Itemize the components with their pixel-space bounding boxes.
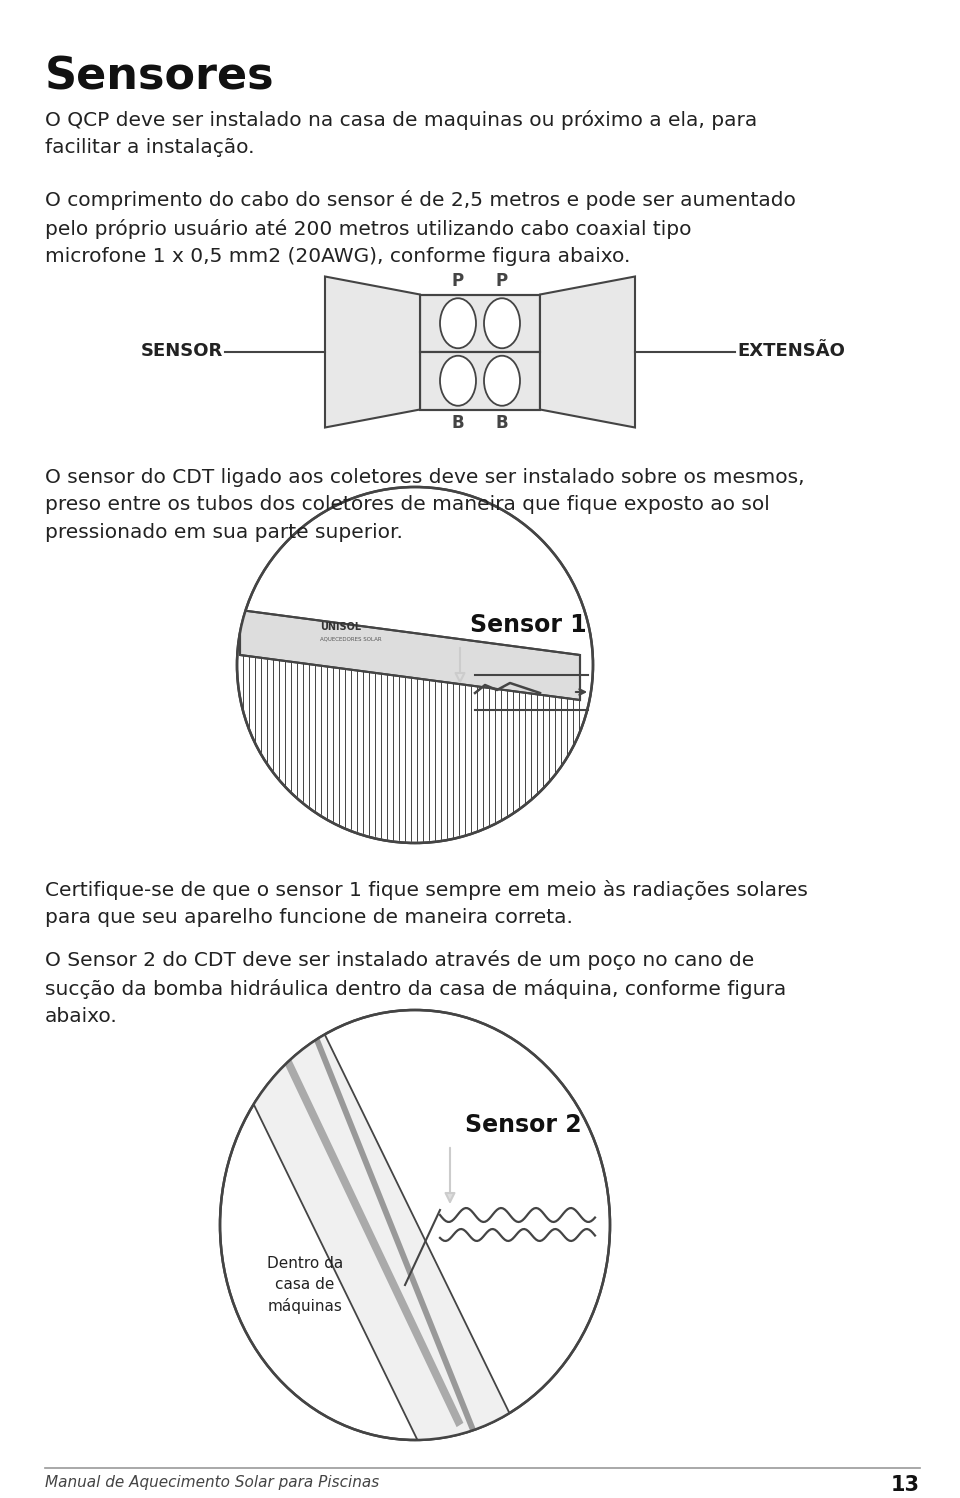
Polygon shape: [240, 610, 580, 700]
Ellipse shape: [440, 355, 476, 406]
Polygon shape: [540, 277, 635, 427]
Text: UNISOL: UNISOL: [320, 622, 361, 632]
Circle shape: [237, 487, 593, 843]
Text: O sensor do CDT ligado aos coletores deve ser instalado sobre os mesmos,
preso e: O sensor do CDT ligado aos coletores dev…: [45, 467, 804, 541]
Text: O QCP deve ser instalado na casa de maquinas ou próximo a ela, para
facilitar a : O QCP deve ser instalado na casa de maqu…: [45, 109, 757, 157]
Ellipse shape: [484, 298, 520, 348]
Text: O Sensor 2 do CDT deve ser instalado através de um poço no cano de
sucção da bom: O Sensor 2 do CDT deve ser instalado atr…: [45, 950, 786, 1026]
Text: 13: 13: [891, 1476, 920, 1495]
Polygon shape: [229, 1005, 511, 1465]
Polygon shape: [325, 277, 420, 427]
Text: EXTENSÃO: EXTENSÃO: [737, 342, 845, 360]
Text: O comprimento do cabo do sensor é de 2,5 metros e pode ser aumentado
pelo própri: O comprimento do cabo do sensor é de 2,5…: [45, 190, 796, 267]
Text: Sensores: Sensores: [45, 55, 275, 97]
Bar: [420, 295, 540, 409]
Ellipse shape: [220, 1010, 610, 1440]
Ellipse shape: [484, 355, 520, 406]
Text: B: B: [495, 415, 508, 433]
Polygon shape: [276, 1043, 464, 1428]
Bar: [420, 352, 540, 409]
Text: Dentro da
casa de
máquinas: Dentro da casa de máquinas: [267, 1255, 343, 1314]
Bar: [420, 295, 540, 352]
Text: Sensor 2: Sensor 2: [465, 1113, 582, 1137]
Text: Sensor 1: Sensor 1: [470, 613, 587, 637]
Ellipse shape: [440, 298, 476, 348]
Text: B: B: [452, 415, 465, 433]
Polygon shape: [312, 1034, 477, 1437]
Text: SENSOR: SENSOR: [141, 342, 223, 360]
Text: P: P: [496, 271, 508, 289]
Text: Certifique-se de que o sensor 1 fique sempre em meio às radiações solares
para q: Certifique-se de que o sensor 1 fique se…: [45, 879, 808, 927]
Text: AQUECEDORES SOLAR: AQUECEDORES SOLAR: [320, 637, 382, 641]
Text: Manual de Aquecimento Solar para Piscinas: Manual de Aquecimento Solar para Piscina…: [45, 1476, 379, 1491]
Text: P: P: [452, 271, 464, 289]
